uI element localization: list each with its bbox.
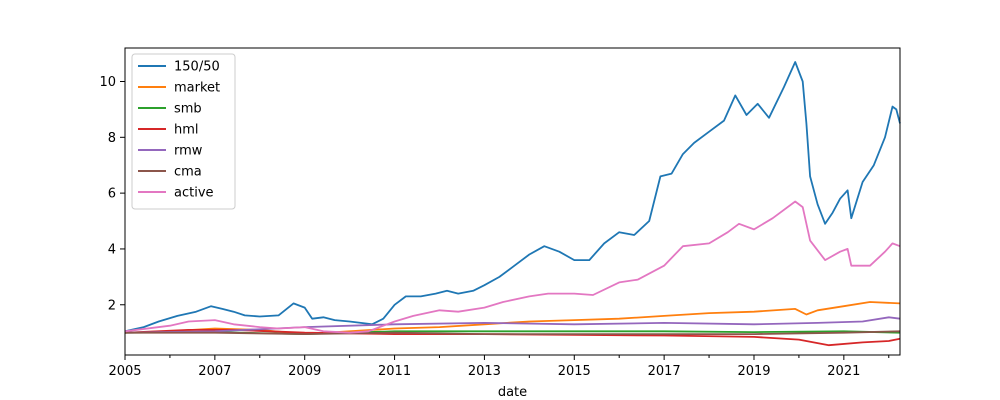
legend-label: smb bbox=[174, 102, 202, 117]
series-line-cma bbox=[125, 330, 901, 335]
x-tick-label: 2017 bbox=[648, 364, 681, 379]
legend-label: market bbox=[174, 81, 220, 96]
x-tick-label: 2021 bbox=[827, 364, 860, 379]
x-tick-label: 2011 bbox=[378, 364, 411, 379]
series-lines bbox=[124, 61, 901, 347]
y-tick-label: 10 bbox=[99, 75, 116, 90]
x-tick-label: 2007 bbox=[198, 364, 231, 379]
legend-label: active bbox=[174, 186, 214, 201]
legend-label: rmw bbox=[174, 144, 203, 159]
legend-label: hml bbox=[174, 123, 199, 138]
x-tick-label: 2019 bbox=[737, 364, 770, 379]
x-tick-label: 2005 bbox=[108, 364, 141, 379]
x-axis-ticks: 2005 2007 2009 2011 2013 2015 2017 2019 2021 bbox=[108, 355, 890, 379]
y-axis-ticks: 2 4 6 8 10 bbox=[99, 75, 125, 313]
x-axis-label: date bbox=[498, 385, 527, 400]
y-tick-label: 2 bbox=[108, 298, 116, 313]
y-tick-label: 4 bbox=[108, 242, 116, 257]
axes-frame bbox=[124, 47, 901, 356]
series-line-active bbox=[124, 200, 901, 334]
x-tick-label: 2009 bbox=[288, 364, 321, 379]
y-tick-label: 6 bbox=[108, 187, 116, 202]
legend-label: 150/50 bbox=[174, 60, 220, 75]
series-line-150-50 bbox=[124, 61, 901, 333]
x-tick-label: 2013 bbox=[468, 364, 501, 379]
x-tick-label: 2015 bbox=[558, 364, 591, 379]
legend-label: cma bbox=[174, 165, 202, 180]
y-tick-label: 8 bbox=[108, 131, 116, 146]
legend: 150/50 market smb hml rmw cma active bbox=[131, 53, 236, 210]
